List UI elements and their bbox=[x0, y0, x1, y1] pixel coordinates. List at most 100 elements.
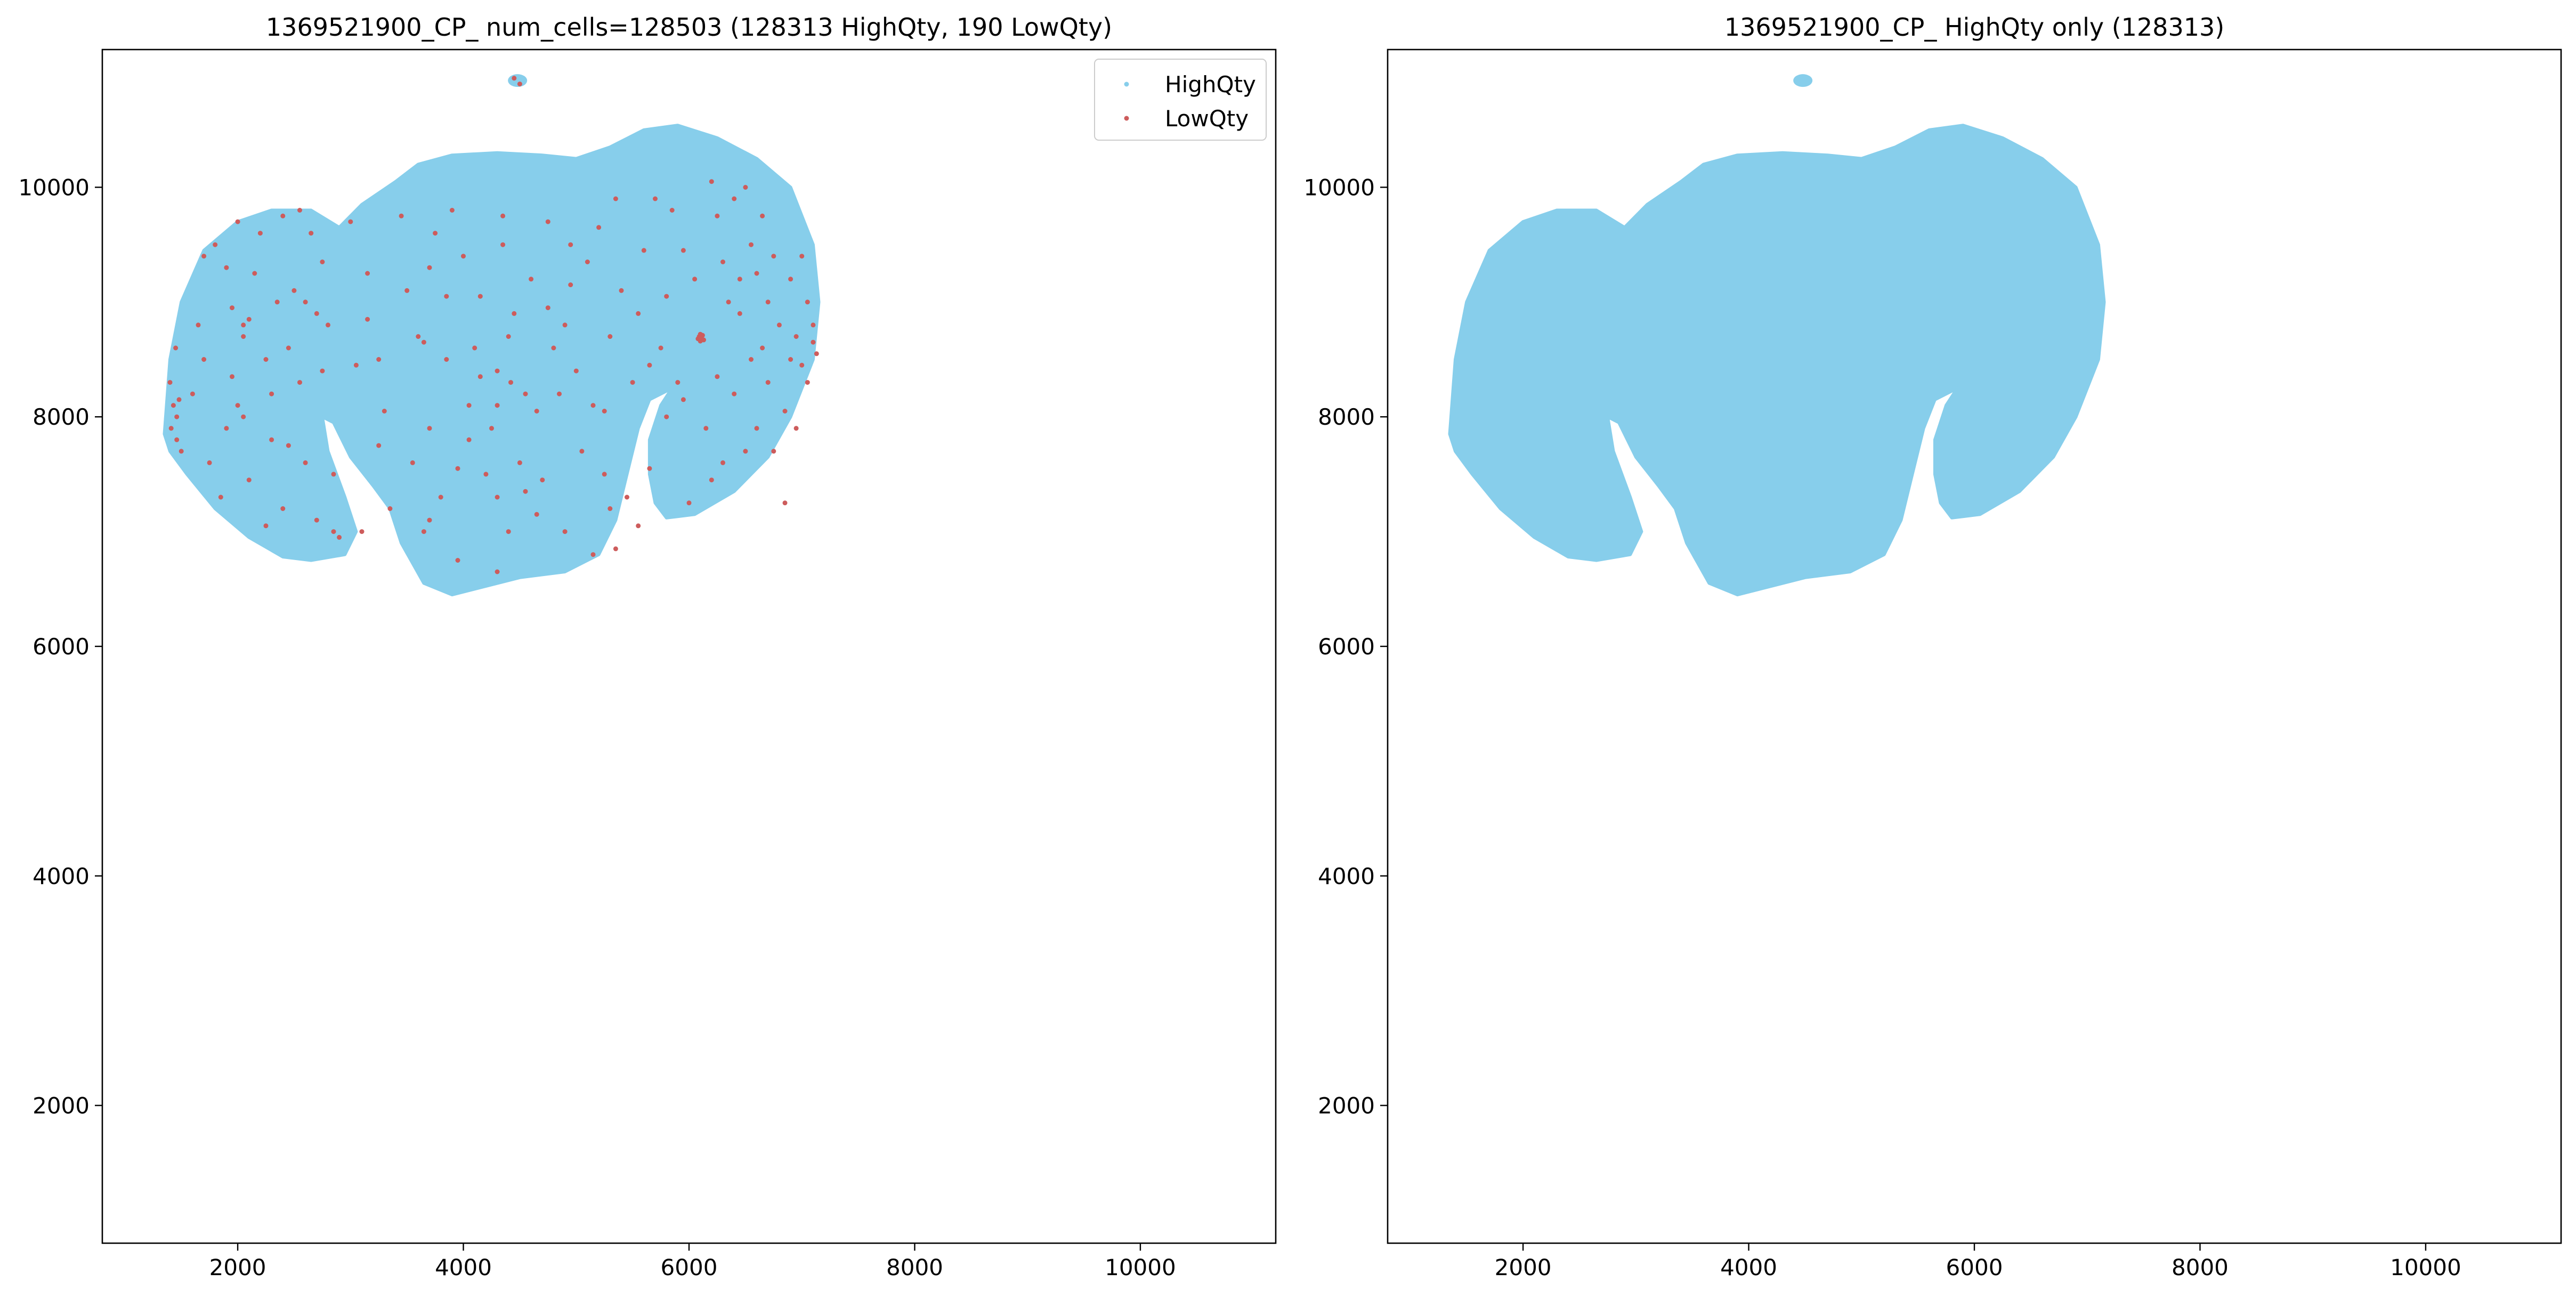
lowqty-point bbox=[263, 523, 269, 529]
lowqty-point bbox=[399, 213, 404, 218]
lowqty-point bbox=[257, 231, 263, 236]
legend-marker-HighQty bbox=[1124, 82, 1129, 87]
lowqty-point bbox=[427, 517, 432, 523]
lowqty-point bbox=[669, 208, 675, 213]
lowqty-point bbox=[602, 472, 607, 477]
lowqty-point bbox=[483, 472, 489, 477]
lowqty-point bbox=[625, 495, 629, 500]
highqty-cell-region bbox=[1448, 124, 2106, 597]
lowqty-point bbox=[176, 397, 182, 402]
x-tick-label: 2000 bbox=[209, 1254, 266, 1280]
lowqty-point bbox=[799, 254, 805, 259]
lowqty-point bbox=[303, 460, 308, 465]
lowqty-point bbox=[241, 414, 246, 419]
lowqty-point bbox=[647, 466, 652, 471]
lowqty-point bbox=[814, 351, 819, 356]
lowqty-point bbox=[291, 288, 297, 293]
lowqty-point bbox=[573, 368, 579, 374]
lowqty-point bbox=[246, 317, 252, 322]
y-tick-label: 2000 bbox=[1318, 1093, 1375, 1119]
lowqty-point bbox=[500, 213, 506, 218]
lowqty-point bbox=[421, 339, 426, 345]
lowqty-point bbox=[455, 466, 460, 471]
lowqty-point bbox=[263, 357, 269, 362]
lowqty-point bbox=[523, 489, 528, 494]
lowqty-point bbox=[709, 179, 714, 184]
lowqty-point bbox=[607, 334, 613, 339]
lowqty-point bbox=[636, 523, 641, 529]
x-tick-label: 8000 bbox=[2172, 1254, 2229, 1280]
lowqty-point bbox=[495, 569, 500, 574]
lowqty-point bbox=[602, 409, 607, 414]
lowqty-point bbox=[455, 558, 460, 563]
lowqty-point bbox=[427, 426, 432, 431]
lowqty-point bbox=[799, 362, 805, 368]
lowqty-point bbox=[376, 357, 382, 362]
lowqty-point bbox=[207, 460, 212, 465]
lowqty-point bbox=[760, 345, 765, 351]
lowqty-point bbox=[269, 391, 274, 396]
lowqty-point bbox=[613, 196, 618, 201]
lowqty-point bbox=[174, 437, 180, 442]
lowqty-point bbox=[658, 345, 663, 351]
series-HighQty bbox=[1448, 74, 2106, 597]
lowqty-point bbox=[495, 368, 500, 374]
lowqty-point bbox=[477, 374, 483, 379]
lowqty-point bbox=[466, 437, 472, 442]
y-tick-label: 10000 bbox=[1303, 174, 1375, 200]
lowqty-point bbox=[506, 334, 511, 339]
lowqty-point bbox=[449, 208, 455, 213]
lowqty-point bbox=[382, 409, 387, 414]
lowqty-point bbox=[720, 260, 725, 264]
lowqty-point bbox=[636, 311, 641, 316]
lowqty-point bbox=[647, 362, 652, 368]
lowqty-point bbox=[241, 322, 246, 328]
lowqty-point bbox=[297, 208, 302, 213]
lowqty-point bbox=[675, 380, 681, 385]
lowqty-point bbox=[427, 265, 432, 270]
lowqty-point bbox=[720, 460, 725, 465]
lowqty-point bbox=[517, 460, 522, 465]
lowqty-point bbox=[331, 472, 336, 477]
lowqty-point bbox=[732, 391, 737, 396]
lowqty-point bbox=[320, 368, 325, 374]
lowqty-point bbox=[512, 76, 517, 81]
lowqty-point bbox=[331, 529, 336, 534]
lowqty-point bbox=[607, 506, 613, 511]
lowqty-point bbox=[241, 334, 246, 339]
lowqty-point bbox=[811, 339, 816, 345]
lowqty-point bbox=[218, 495, 223, 500]
lowqty-point bbox=[173, 345, 179, 351]
lowqty-point bbox=[171, 403, 176, 408]
lowqty-point bbox=[805, 299, 810, 305]
lowqty-point bbox=[269, 437, 274, 442]
y-tick-label: 6000 bbox=[1318, 634, 1375, 660]
lowqty-point bbox=[754, 271, 759, 276]
lowqty-point bbox=[500, 242, 506, 247]
lowqty-point bbox=[337, 534, 342, 540]
lowqty-point bbox=[477, 294, 483, 299]
lowqty-point bbox=[743, 185, 748, 190]
lowqty-point bbox=[213, 242, 218, 247]
lowqty-point bbox=[613, 546, 618, 552]
lowqty-point bbox=[681, 248, 686, 253]
lowqty-point bbox=[765, 299, 771, 305]
y-tick-label: 6000 bbox=[33, 634, 90, 660]
lowqty-point bbox=[692, 277, 698, 282]
lowqty-point bbox=[545, 219, 550, 224]
x-tick-label: 6000 bbox=[661, 1254, 718, 1280]
lowqty-point bbox=[590, 403, 596, 408]
highqty-cell-cluster bbox=[1793, 74, 1813, 87]
lowqty-point bbox=[433, 231, 438, 236]
lowqty-point bbox=[765, 380, 771, 385]
lowqty-point bbox=[811, 322, 816, 328]
series-LowQty bbox=[167, 76, 819, 574]
lowqty-point bbox=[782, 500, 788, 506]
highqty-cell-region bbox=[163, 124, 821, 597]
lowqty-point bbox=[179, 449, 184, 454]
lowqty-point bbox=[557, 391, 562, 396]
lowqty-point bbox=[512, 311, 517, 316]
lowqty-point bbox=[619, 288, 624, 293]
lowqty-point bbox=[280, 213, 286, 218]
y-tick-label: 2000 bbox=[33, 1093, 90, 1119]
